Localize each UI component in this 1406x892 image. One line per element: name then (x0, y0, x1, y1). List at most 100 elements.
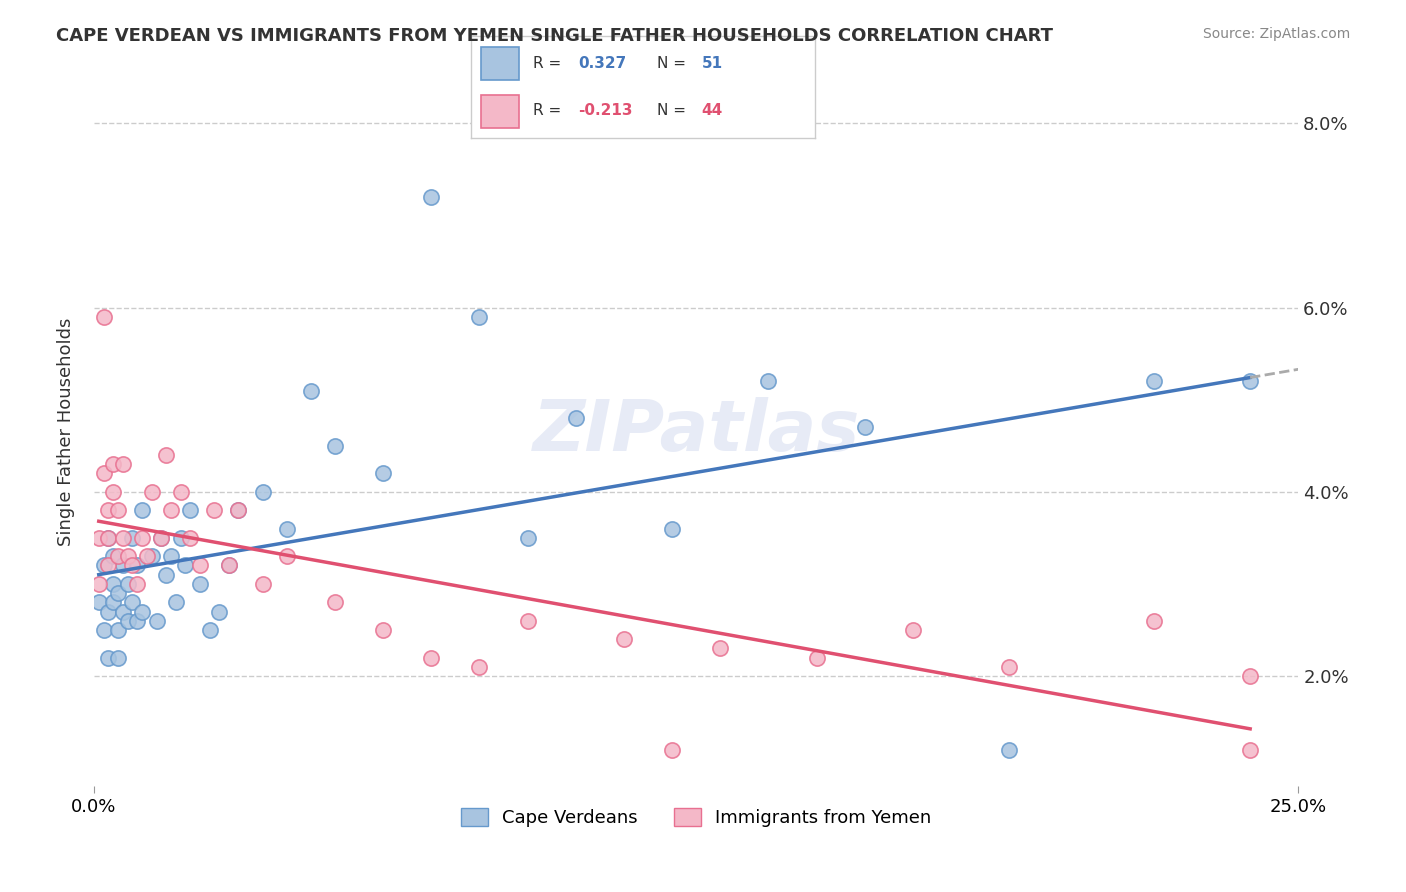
Point (160, 503, 183, 517)
Text: Source: ZipAtlas.com: Source: ZipAtlas.com (1202, 27, 1350, 41)
Point (371, 623, 394, 637)
Point (371, 467, 394, 481)
Point (97, 503, 120, 517)
Point (145, 614, 167, 628)
Point (188, 577, 211, 591)
Text: R =: R = (533, 56, 567, 70)
Text: 0.327: 0.327 (578, 56, 626, 70)
Point (202, 503, 225, 517)
Point (998, 660, 1021, 674)
Point (228, 503, 250, 517)
FancyBboxPatch shape (481, 95, 519, 128)
Point (131, 531, 153, 545)
Point (103, 457, 125, 471)
Point (323, 439, 346, 453)
Point (87, 531, 110, 545)
Point (107, 503, 129, 517)
Point (103, 549, 125, 564)
Point (853, 420, 876, 434)
Point (107, 650, 129, 665)
Point (107, 623, 129, 637)
Point (117, 549, 139, 564)
Point (420, 650, 443, 665)
Point (97, 650, 120, 665)
Point (165, 595, 187, 609)
Point (299, 384, 322, 398)
Point (87, 595, 110, 609)
Point (468, 310, 491, 324)
Point (150, 531, 173, 545)
Point (252, 577, 274, 591)
Point (93, 623, 115, 637)
Point (141, 484, 163, 499)
Text: N =: N = (657, 103, 690, 118)
Point (131, 503, 153, 517)
Point (323, 595, 346, 609)
Point (169, 531, 191, 545)
Point (103, 595, 125, 609)
Point (155, 448, 177, 462)
Point (127, 614, 149, 628)
Point (420, 190, 443, 204)
Point (97, 605, 120, 619)
Point (218, 558, 240, 573)
Point (661, 742, 683, 756)
Point (103, 577, 125, 591)
Point (516, 531, 538, 545)
Y-axis label: Single Father Households: Single Father Households (58, 318, 75, 546)
Point (1143, 614, 1166, 628)
Point (179, 503, 201, 517)
Point (174, 558, 197, 573)
Text: ZIPatlas: ZIPatlas (533, 398, 860, 467)
Point (127, 558, 149, 573)
Point (107, 586, 129, 600)
Point (758, 374, 780, 388)
Point (276, 549, 298, 564)
Point (179, 531, 201, 545)
Point (121, 531, 143, 545)
Point (516, 614, 538, 628)
Point (155, 567, 177, 582)
Text: CAPE VERDEAN VS IMMIGRANTS FROM YEMEN SINGLE FATHER HOUSEHOLDS CORRELATION CHART: CAPE VERDEAN VS IMMIGRANTS FROM YEMEN SI… (56, 27, 1053, 45)
Point (709, 641, 731, 656)
Point (97, 531, 120, 545)
Legend: Cape Verdeans, Immigrants from Yemen: Cape Verdeans, Immigrants from Yemen (453, 800, 939, 834)
Point (468, 660, 491, 674)
Point (252, 484, 274, 499)
Point (93, 310, 115, 324)
Point (998, 742, 1021, 756)
Text: R =: R = (533, 103, 567, 118)
Text: N =: N = (657, 56, 690, 70)
Point (121, 595, 143, 609)
Point (613, 632, 636, 647)
Point (198, 623, 221, 637)
Point (131, 605, 153, 619)
Point (97, 558, 120, 573)
Point (661, 522, 683, 536)
Point (127, 577, 149, 591)
Point (160, 549, 183, 564)
Point (218, 558, 240, 573)
Text: 51: 51 (702, 56, 723, 70)
Point (103, 484, 125, 499)
Point (87, 577, 110, 591)
Point (1143, 374, 1166, 388)
Point (169, 484, 191, 499)
Text: -0.213: -0.213 (578, 103, 633, 118)
FancyBboxPatch shape (481, 47, 519, 79)
Point (117, 577, 139, 591)
Point (901, 623, 924, 637)
Point (806, 650, 828, 665)
Point (1239, 374, 1261, 388)
Point (208, 605, 231, 619)
Point (188, 558, 211, 573)
Point (564, 411, 586, 425)
Point (111, 558, 134, 573)
Point (97, 531, 120, 545)
Point (1239, 669, 1261, 683)
Text: 44: 44 (702, 103, 723, 118)
Point (121, 558, 143, 573)
Point (276, 522, 298, 536)
Point (111, 531, 134, 545)
Point (150, 531, 173, 545)
